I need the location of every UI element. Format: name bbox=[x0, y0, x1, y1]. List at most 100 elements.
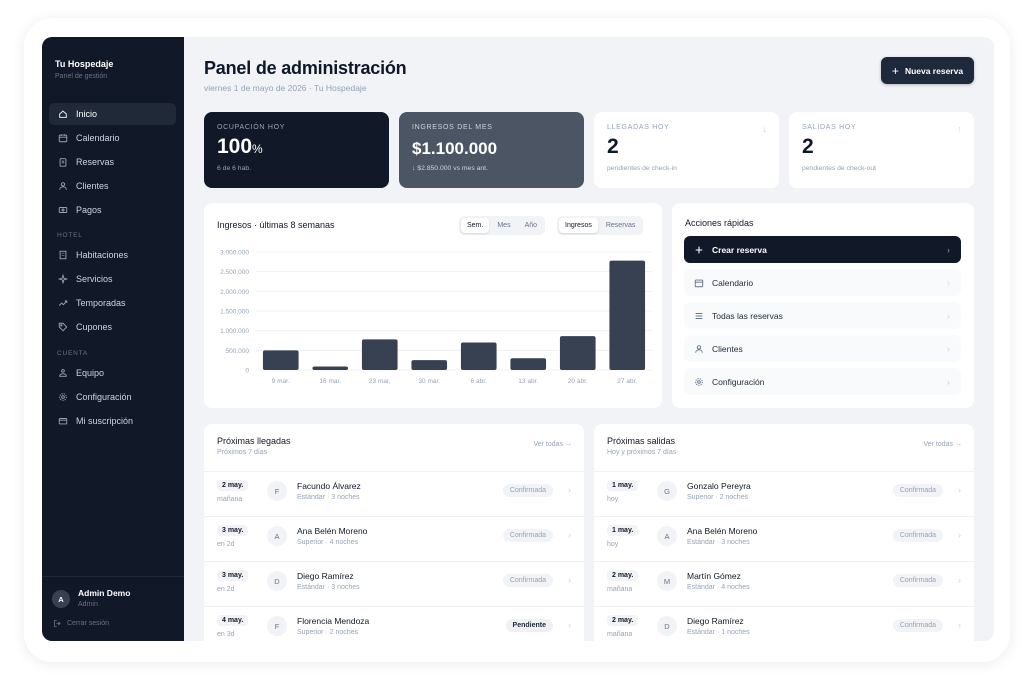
all-reservations-action[interactable]: Todas las reservas › bbox=[684, 302, 961, 329]
stat-label: LLEGADAS HOY bbox=[607, 124, 670, 131]
date-badge: 2 may. bbox=[607, 615, 639, 626]
new-reservation-button[interactable]: + Nueva reserva bbox=[881, 57, 974, 84]
status-badge: Confirmada bbox=[502, 574, 553, 587]
stat-label: OCUPACIÓN HOY bbox=[217, 124, 286, 131]
chevron-right-icon[interactable]: › bbox=[958, 575, 961, 585]
sidebar-item-equipo[interactable]: Equipo bbox=[49, 362, 176, 384]
room-info: Estándar · 4 noches bbox=[687, 584, 750, 591]
list-item[interactable]: 1 may. hoy A Ana Belén Moreno Estándar · 3 n… bbox=[594, 516, 974, 561]
date-badge: 2 may. bbox=[607, 570, 639, 581]
status-badge: Confirmada bbox=[892, 619, 943, 632]
sidebar-item-inicio[interactable]: Inicio bbox=[49, 103, 176, 125]
chevron-right-icon: › bbox=[947, 277, 950, 288]
sidebar: Tu Hospedaje Panel de gestión Inicio Cal… bbox=[42, 37, 184, 641]
home-icon bbox=[59, 110, 67, 118]
room-info: Estándar · 1 noches bbox=[687, 629, 750, 636]
chart-bar[interactable] bbox=[361, 339, 398, 370]
tab-week[interactable]: Sem. bbox=[461, 218, 490, 233]
tab-revenue[interactable]: Ingresos bbox=[559, 218, 598, 233]
list-item[interactable]: 2 may. mañana F Facundo Álvarez Estándar · 3… bbox=[204, 471, 584, 516]
list-icon bbox=[695, 312, 703, 319]
chevron-right-icon[interactable]: › bbox=[958, 530, 961, 540]
chart-bar[interactable] bbox=[460, 342, 497, 370]
settings-action[interactable]: Configuración › bbox=[684, 368, 961, 395]
sidebar-item-reservas[interactable]: Reservas bbox=[49, 151, 176, 173]
trend-icon bbox=[58, 300, 68, 306]
arrivals-title: Próximas llegadas bbox=[217, 436, 291, 446]
create-reservation-action[interactable]: Crear reserva › bbox=[684, 236, 961, 263]
chart-bar[interactable] bbox=[312, 366, 349, 370]
plus-icon bbox=[695, 246, 703, 253]
arrow-up-icon: ↑ bbox=[957, 124, 963, 134]
users-icon bbox=[59, 182, 67, 190]
date-badge: 3 may. bbox=[217, 525, 249, 536]
quick-actions-title: Acciones rápidas bbox=[685, 218, 754, 228]
status-badge: Confirmada bbox=[502, 529, 553, 542]
list-item[interactable]: 3 may. en 2d A Ana Belén Moreno Superior · 4… bbox=[204, 516, 584, 561]
departures-view-all-link[interactable]: Ver todas → bbox=[923, 441, 962, 448]
room-info: Estándar · 3 noches bbox=[687, 539, 750, 546]
tab-month[interactable]: Mes bbox=[497, 222, 511, 229]
departures-title: Próximas salidas bbox=[607, 436, 676, 446]
chart-bar[interactable] bbox=[262, 350, 299, 370]
tab-bookings[interactable]: Reservas bbox=[605, 222, 636, 229]
chart-bar[interactable] bbox=[609, 260, 646, 370]
period-toggle: Sem. Mes Año bbox=[459, 216, 546, 235]
chevron-right-icon[interactable]: › bbox=[568, 575, 571, 585]
stat-card-departures: SALIDAS HOY 2 pendientes de check-out ↑ bbox=[789, 112, 974, 188]
user-name: Admin Demo bbox=[78, 588, 131, 598]
list-item[interactable]: 4 may. en 3d F Florencia Mendoza Superior · … bbox=[204, 606, 584, 641]
room-info: Estándar · 3 noches bbox=[297, 584, 360, 591]
logout-link[interactable]: Cerrar sesión bbox=[53, 619, 109, 628]
y-tick-label: 1.000.000 bbox=[220, 328, 249, 335]
main-content: Panel de administración viernes 1 de may… bbox=[184, 37, 994, 641]
sidebar-item-label: Configuración bbox=[76, 392, 132, 402]
arrow-down-icon: ↓ bbox=[762, 124, 768, 134]
guest-name: Florencia Mendoza bbox=[297, 616, 370, 626]
user-avatar[interactable]: A bbox=[52, 590, 70, 608]
sidebar-item-cupones[interactable]: Cupones bbox=[49, 316, 176, 338]
chevron-right-icon[interactable]: › bbox=[568, 530, 571, 540]
sidebar-item-temporadas[interactable]: Temporadas bbox=[49, 292, 176, 314]
list-item[interactable]: 2 may. mañana M Martín Gómez Estándar · 4 no… bbox=[594, 561, 974, 606]
stat-unit: % bbox=[252, 142, 263, 156]
chevron-right-icon[interactable]: › bbox=[568, 485, 571, 495]
x-tick-label: 9 mar. bbox=[272, 378, 290, 385]
chart-bar[interactable] bbox=[510, 358, 547, 370]
chevron-right-icon[interactable]: › bbox=[568, 620, 571, 630]
guest-avatar: A bbox=[657, 526, 677, 546]
stat-note: pendientes de check-in bbox=[607, 165, 677, 172]
y-tick-label: 2.500.000 bbox=[220, 269, 249, 276]
sidebar-section-hotel: HOTEL bbox=[57, 232, 83, 239]
chart-bar[interactable] bbox=[411, 360, 448, 370]
clipboard-icon bbox=[59, 158, 67, 167]
sidebar-item-label: Equipo bbox=[76, 368, 105, 378]
list-item[interactable]: 1 may. hoy G Gonzalo Pereyra Superior · 2 no… bbox=[594, 471, 974, 516]
sidebar-item-configuracion[interactable]: Configuración bbox=[49, 386, 176, 408]
tab-year[interactable]: Año bbox=[524, 222, 538, 229]
stat-note: 6 de 6 hab. bbox=[217, 165, 252, 172]
sidebar-item-suscripcion[interactable]: Mi suscripción bbox=[49, 410, 176, 432]
room-info: Superior · 2 noches bbox=[297, 629, 359, 636]
list-item[interactable]: 3 may. en 2d D Diego Ramírez Estándar · 3 no… bbox=[204, 561, 584, 606]
sidebar-item-clientes[interactable]: Clientes bbox=[49, 175, 176, 197]
sidebar-item-label: Clientes bbox=[76, 181, 109, 191]
clients-action[interactable]: Clientes › bbox=[684, 335, 961, 362]
sidebar-item-pagos[interactable]: Pagos bbox=[49, 199, 176, 221]
sidebar-item-label: Habitaciones bbox=[76, 250, 129, 260]
chevron-right-icon[interactable]: › bbox=[958, 620, 961, 630]
chevron-right-icon[interactable]: › bbox=[958, 485, 961, 495]
sidebar-item-habitaciones[interactable]: Habitaciones bbox=[49, 244, 176, 266]
sidebar-item-calendario[interactable]: Calendario bbox=[49, 127, 176, 149]
sidebar-item-servicios[interactable]: Servicios bbox=[49, 268, 176, 290]
calendar-action[interactable]: Calendario › bbox=[684, 269, 961, 296]
sidebar-item-label: Pagos bbox=[76, 205, 102, 215]
chevron-right-icon: › bbox=[947, 244, 950, 255]
list-item[interactable]: 2 may. mañana D Diego Ramírez Estándar · 1 n… bbox=[594, 606, 974, 641]
x-tick-label: 23 mar. bbox=[369, 378, 391, 385]
chart-bar[interactable] bbox=[559, 336, 596, 370]
y-tick-label: 500.000 bbox=[226, 348, 250, 355]
arrivals-view-all-link[interactable]: Ver todas → bbox=[533, 441, 572, 448]
sidebar-divider bbox=[42, 576, 184, 577]
sidebar-item-label: Temporadas bbox=[76, 298, 126, 308]
